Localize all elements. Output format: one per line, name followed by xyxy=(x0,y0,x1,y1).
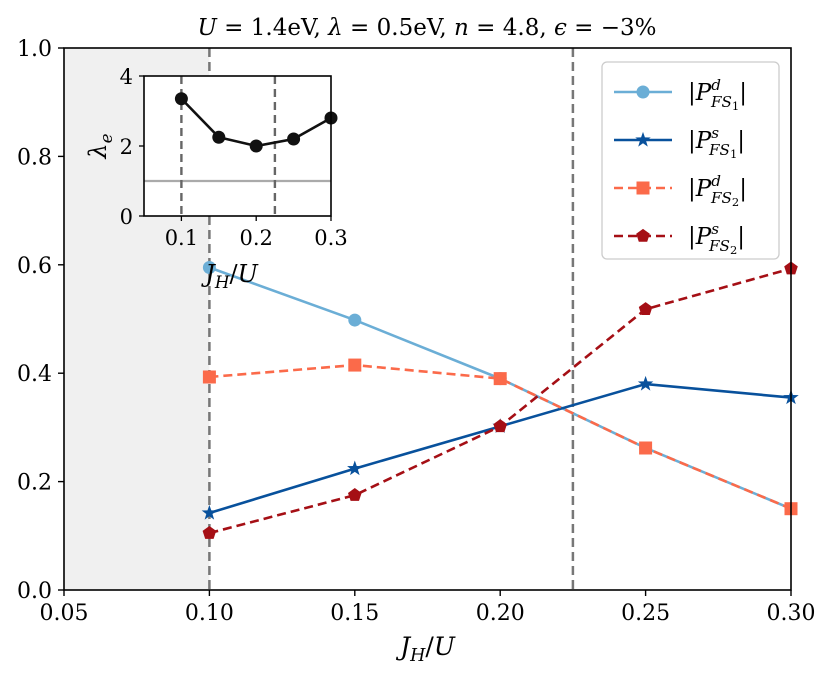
label-symbol: U xyxy=(434,632,456,661)
data-point xyxy=(202,525,217,539)
legend-superscript: d xyxy=(711,172,721,190)
data-point xyxy=(201,504,218,520)
legend-symbol: P xyxy=(695,224,712,250)
legend-label: |Pd FS1| xyxy=(688,76,747,113)
label-symbol: J xyxy=(395,632,412,661)
legend-superscript: s xyxy=(711,124,719,142)
data-point xyxy=(202,370,216,384)
legend-marker xyxy=(636,228,650,242)
data-point xyxy=(493,419,507,433)
inset-chart: 0.1 0.2 0.3 0 2 4 JH/U λe xyxy=(84,65,348,292)
label-symbol: λ xyxy=(84,143,112,159)
title-part: U xyxy=(197,15,218,41)
y-tick-label: 0.8 xyxy=(17,145,52,170)
y-ticks: 0.0 0.2 0.4 0.6 0.8 1.0 xyxy=(17,37,64,604)
inset-y-tick-label: 4 xyxy=(120,65,133,89)
inset-x-tick-label: 0.2 xyxy=(239,226,272,250)
x-axis-label: JH/U xyxy=(395,632,456,666)
legend-bar: | xyxy=(739,176,747,202)
data-point xyxy=(347,460,363,476)
x-tick-label: 0.25 xyxy=(621,601,670,626)
legend-label: |Ps FS2| xyxy=(688,220,745,257)
legend-marker xyxy=(635,131,651,147)
plot-frame xyxy=(63,47,792,591)
label-symbol: U xyxy=(238,260,259,288)
data-point xyxy=(348,488,362,501)
legend-bar: | xyxy=(688,80,696,106)
legend-superscript: s xyxy=(711,220,719,238)
legend-subscript: FS xyxy=(710,93,732,111)
x-tick-label: 0.20 xyxy=(476,601,525,626)
legend-subsubscript: 2 xyxy=(730,243,737,257)
y-tick-label: 0.0 xyxy=(17,579,52,604)
chart-title: U = 1.4eV, λ = 0.5eV, n = 4.8, ϵ = −3% xyxy=(197,15,656,41)
title-part: λ xyxy=(327,15,343,41)
y-tick-label: 0.4 xyxy=(17,362,52,387)
data-point xyxy=(348,358,362,372)
legend-subsubscript: 2 xyxy=(732,195,739,209)
x-ticks: 0.05 0.10 0.15 0.20 0.25 0.30 xyxy=(40,590,816,626)
inset-y-tick-label: 0 xyxy=(120,205,133,229)
title-part: ϵ xyxy=(554,15,567,41)
legend-symbol: P xyxy=(695,128,712,154)
legend-bar: | xyxy=(737,128,745,154)
label-slash: / xyxy=(229,260,238,288)
x-tick-label: 0.30 xyxy=(767,601,816,626)
legend-subsubscript: 1 xyxy=(730,147,737,161)
title-part: = −3% xyxy=(567,15,657,41)
title-part: = 4.8, xyxy=(469,15,554,41)
legend-marker xyxy=(636,181,650,195)
x-tick-label: 0.05 xyxy=(40,601,89,626)
title-part: = 1.4eV, xyxy=(217,15,328,41)
x-tick-label: 0.10 xyxy=(185,601,234,626)
inset-y-axis-label: λe xyxy=(84,133,116,159)
legend-bar: | xyxy=(688,176,696,202)
inset-data-point xyxy=(287,132,301,146)
series-line xyxy=(209,363,792,510)
inset-background xyxy=(144,76,331,216)
data-point xyxy=(639,441,653,455)
data-point xyxy=(637,375,654,391)
label-subscript: H xyxy=(214,272,230,292)
legend-superscript: d xyxy=(711,76,721,94)
label-subscript: e xyxy=(96,133,116,143)
inset-data-point xyxy=(212,130,226,144)
inset-x-tick-label: 0.1 xyxy=(165,226,198,250)
y-tick-label: 0.6 xyxy=(17,254,52,279)
legend-symbol: P xyxy=(695,80,712,106)
y-tick-label: 1.0 xyxy=(17,37,52,62)
series-markers xyxy=(201,261,799,539)
title-part: = 0.5eV, xyxy=(343,15,454,41)
inset-x-axis-label: JH/U xyxy=(200,260,258,292)
inset-data-point xyxy=(174,92,188,106)
legend-marker xyxy=(636,85,650,99)
x-tick-label: 0.15 xyxy=(330,601,379,626)
legend-box xyxy=(601,61,780,260)
label-subscript: H xyxy=(409,646,426,666)
legend-bar: | xyxy=(688,224,696,250)
title-part: n xyxy=(454,15,469,41)
label-slash: / xyxy=(425,632,434,661)
data-point xyxy=(348,313,362,327)
data-point xyxy=(202,261,216,275)
inset-x-tick-label: 0.3 xyxy=(314,226,347,250)
data-point xyxy=(638,302,653,316)
legend-subsubscript: 1 xyxy=(732,99,739,113)
data-point xyxy=(493,372,507,386)
legend: |Pd FS1||Ps FS1||Pd FS2||Ps FS2| xyxy=(601,61,780,260)
legend-bar: | xyxy=(739,80,747,106)
legend-subscript: FS xyxy=(710,189,732,207)
inset-data-point xyxy=(249,139,263,153)
legend-symbol: P xyxy=(695,176,712,202)
legend-label: |Pd FS2| xyxy=(688,172,747,209)
legend-subscript: FS xyxy=(708,237,730,255)
y-tick-label: 0.2 xyxy=(17,471,52,496)
legend-subscript: FS xyxy=(708,141,730,159)
legend-bar: | xyxy=(688,128,696,154)
legend-label: |Ps FS1| xyxy=(688,124,745,161)
legend-bar: | xyxy=(737,224,745,250)
inset-y-tick-label: 2 xyxy=(120,135,133,159)
